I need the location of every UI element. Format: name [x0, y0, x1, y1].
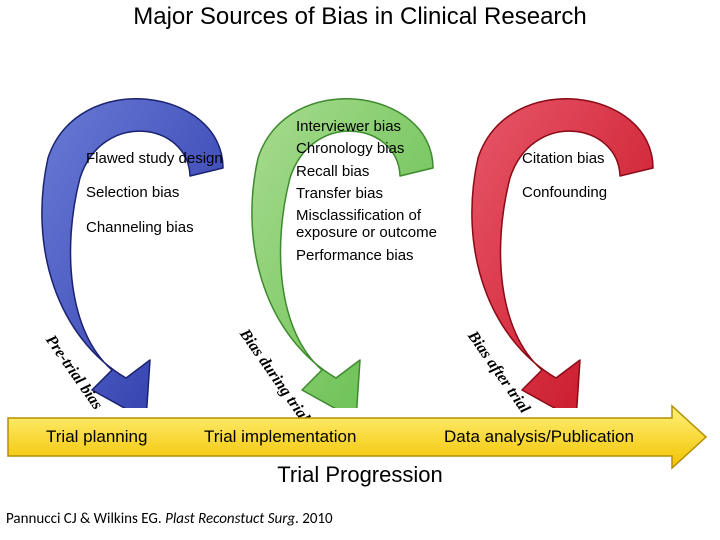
citation-suffix: . 2010 [295, 510, 333, 528]
bias-item: Misclassification of exposure or outcome [296, 207, 456, 242]
diagram-title: Major Sources of Bias in Clinical Resear… [0, 3, 720, 31]
bias-item: Selection bias [86, 184, 223, 201]
bias-item: Transfer bias [296, 185, 456, 202]
bias-item: Chronology bias [296, 140, 456, 157]
bias-item: Channeling bias [86, 219, 223, 236]
citation-authors: Pannucci CJ & Wilkins EG. [6, 510, 165, 528]
citation-journal: Plast Reconstuct Surg [165, 510, 295, 528]
trial-progression-label: Trial Progression [0, 462, 720, 488]
bias-item: Citation bias [522, 150, 607, 167]
bias-item: Flawed study design [86, 150, 223, 167]
bias-item: Recall bias [296, 163, 456, 180]
bias-list-after-trial: Citation bias Confounding [522, 150, 607, 219]
bias-item: Performance bias [296, 247, 456, 264]
citation-line: Pannucci CJ & Wilkins EG. Plast Reconstu… [6, 510, 333, 528]
bias-list-pre-trial: Flawed study design Selection bias Channel… [86, 150, 223, 253]
bias-list-during-trial: Interviewer bias Chronology bias Recall bi… [296, 118, 456, 269]
bias-item: Interviewer bias [296, 118, 456, 135]
diagram-canvas: { "title": { "text": "Major Sources of B… [0, 0, 720, 540]
bias-item: Confounding [522, 184, 607, 201]
timeline-arrow [0, 404, 720, 470]
